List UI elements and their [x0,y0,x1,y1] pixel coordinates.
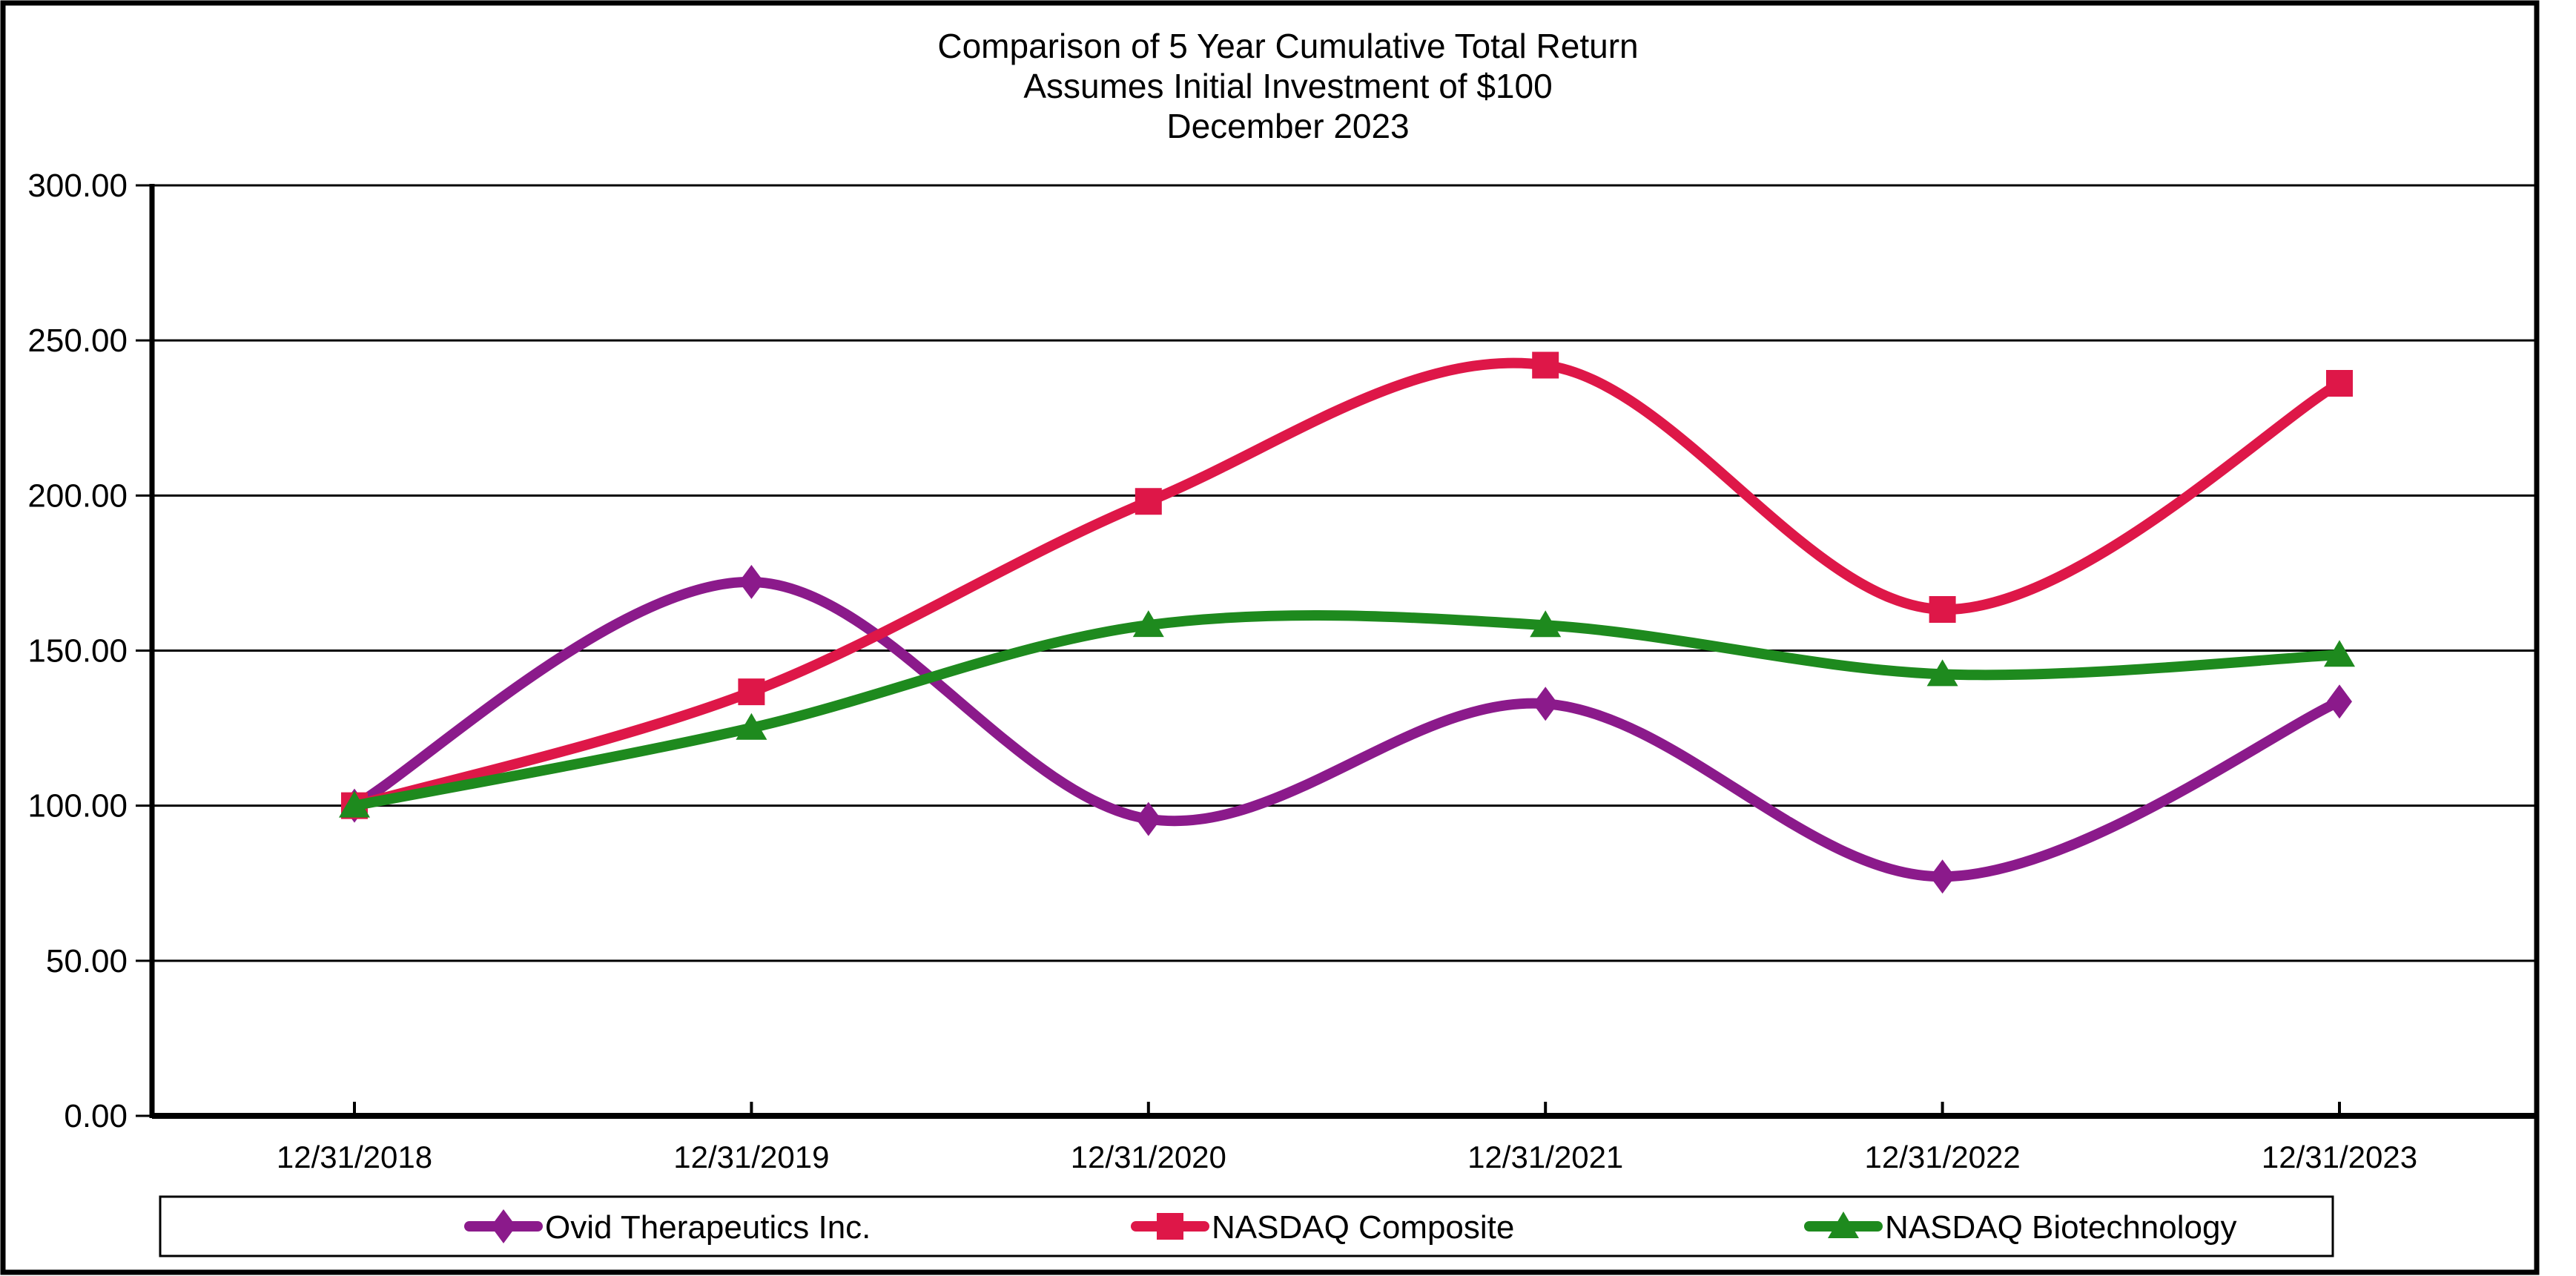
legend-marker-square [1157,1213,1183,1240]
series-line-square [349,357,2345,811]
series-lines [339,351,2355,894]
series-line-triangle [349,609,2345,811]
series-line-diamond [349,576,2345,882]
x-axis-tick-label: 12/31/2020 [1071,1140,1226,1174]
data-point-marker-diamond [2327,684,2352,719]
legend-marker-diamond [491,1209,516,1243]
axes-and-ticks: 0.00 50.00 100.00 150.00 200.00 250.00 300.00 1… [27,168,2417,1174]
y-axis-tick-label: 250.00 [27,323,128,359]
data-point-marker-diamond [739,564,764,599]
gridlines [152,184,2537,1119]
data-point-marker-diamond [1135,801,1161,836]
data-point-marker-diamond [1533,687,1559,721]
chart-title-line-3: December 2023 [1166,107,1409,145]
legend-label: NASDAQ Biotechnology [1885,1209,2236,1246]
x-axis-tick-label: 12/31/2018 [277,1140,432,1174]
legend-marker-triangle [1828,1211,1859,1238]
legend-label: NASDAQ Composite [1212,1209,1514,1246]
data-point-marker-square [738,678,765,706]
chart-title: Comparison of 5 Year Cumulative Total Re… [937,27,1638,145]
data-point-marker-square [1532,351,1559,379]
x-axis-tick-label: 12/31/2021 [1467,1140,1623,1174]
data-point-marker-square [2326,370,2353,397]
legend-label: Ovid Therapeutics Inc. [545,1209,871,1246]
data-point-marker-diamond [1929,859,1955,894]
x-axis-tick-label: 12/31/2023 [2262,1140,2417,1174]
data-point-marker-triangle [736,713,767,740]
chart-title-line-1: Comparison of 5 Year Cumulative Total Re… [937,27,1638,65]
y-axis-tick-label: 0.00 [64,1098,128,1134]
data-point-marker-triangle [1530,610,1562,638]
x-axis-tick-label: 12/31/2019 [673,1140,829,1174]
x-axis-tick-label: 12/31/2022 [1864,1140,2020,1174]
data-point-marker-square [1135,488,1162,515]
data-point-marker-triangle [1132,610,1164,638]
data-point-marker-triangle [2324,640,2355,667]
legend: Ovid Therapeutics Inc. NASDAQ Composite NA… [159,1195,2334,1257]
y-axis-tick-label: 100.00 [27,788,128,824]
y-axis-tick-label: 200.00 [27,477,128,514]
y-axis-tick-label: 150.00 [27,633,128,670]
y-axis-tick-label: 300.00 [27,168,128,204]
data-point-marker-triangle [1926,659,1958,687]
y-axis-tick-label: 50.00 [46,943,128,979]
data-point-marker-triangle [339,790,370,818]
data-point-marker-square [1929,595,1956,623]
chart-title-line-2: Assumes Initial Investment of $100 [1023,67,1552,105]
